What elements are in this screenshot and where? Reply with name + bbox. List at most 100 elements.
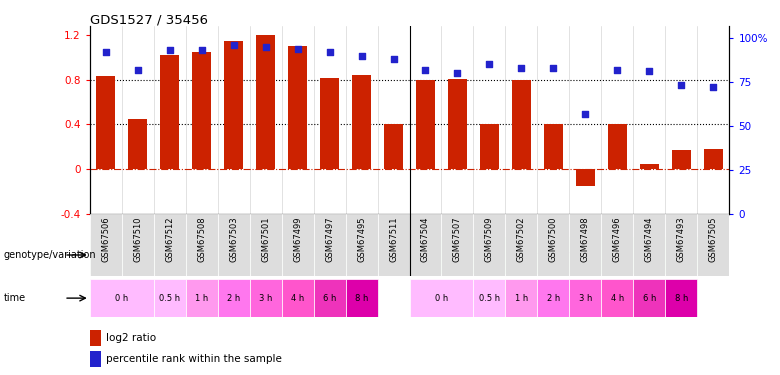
- Bar: [352, 75, 371, 169]
- Point: [164, 47, 176, 53]
- Bar: [90, 214, 122, 276]
- Point: [451, 70, 463, 76]
- Bar: [576, 169, 595, 186]
- Bar: [218, 279, 250, 317]
- Bar: [90, 351, 101, 367]
- Bar: [704, 149, 723, 169]
- Bar: [288, 46, 307, 169]
- Point: [259, 44, 272, 50]
- Bar: [608, 124, 627, 169]
- Text: HSF1 mutant: HSF1 mutant: [533, 250, 606, 260]
- Text: 0.5 h: 0.5 h: [159, 294, 180, 303]
- Bar: [665, 214, 697, 276]
- Text: 1 h: 1 h: [195, 294, 208, 303]
- Text: 3 h: 3 h: [259, 294, 272, 303]
- Point: [195, 47, 207, 53]
- Bar: [378, 214, 410, 276]
- Bar: [314, 214, 346, 276]
- Text: 4 h: 4 h: [611, 294, 624, 303]
- Point: [580, 111, 592, 117]
- Bar: [346, 279, 378, 317]
- Bar: [441, 214, 473, 276]
- Text: GSM67507: GSM67507: [453, 217, 462, 262]
- Point: [292, 46, 304, 52]
- Point: [675, 82, 688, 88]
- Bar: [410, 214, 441, 276]
- Text: GSM67494: GSM67494: [645, 217, 654, 262]
- Point: [131, 67, 144, 73]
- Text: 8 h: 8 h: [355, 294, 368, 303]
- Bar: [505, 214, 537, 276]
- Bar: [672, 150, 691, 169]
- Bar: [473, 279, 505, 317]
- Bar: [410, 236, 729, 274]
- Bar: [346, 214, 378, 276]
- Bar: [224, 41, 243, 169]
- Bar: [186, 279, 218, 317]
- Bar: [416, 80, 435, 169]
- Bar: [282, 279, 314, 317]
- Bar: [192, 52, 211, 169]
- Text: GSM67493: GSM67493: [677, 217, 686, 262]
- Text: 6 h: 6 h: [323, 294, 336, 303]
- Text: 0 h: 0 h: [435, 294, 448, 303]
- Text: genotype/variation: genotype/variation: [4, 250, 97, 260]
- Text: GSM67500: GSM67500: [549, 217, 558, 262]
- Text: GSM67499: GSM67499: [293, 217, 302, 262]
- Text: 8 h: 8 h: [675, 294, 688, 303]
- Point: [612, 67, 624, 73]
- Text: GSM67509: GSM67509: [485, 217, 494, 262]
- Bar: [90, 330, 101, 346]
- Text: GSM67510: GSM67510: [133, 217, 142, 262]
- Bar: [505, 279, 537, 317]
- Text: 3 h: 3 h: [579, 294, 592, 303]
- Bar: [601, 279, 633, 317]
- Bar: [250, 214, 282, 276]
- Text: GSM67498: GSM67498: [581, 217, 590, 262]
- Bar: [90, 236, 410, 274]
- Bar: [640, 164, 659, 169]
- Bar: [320, 78, 339, 169]
- Text: 0 h: 0 h: [115, 294, 128, 303]
- Point: [388, 56, 400, 62]
- Text: GSM67508: GSM67508: [197, 217, 206, 262]
- Bar: [282, 214, 314, 276]
- Bar: [697, 214, 729, 276]
- Bar: [512, 80, 531, 169]
- Bar: [250, 279, 282, 317]
- Bar: [665, 279, 697, 317]
- Point: [644, 68, 656, 74]
- Bar: [314, 279, 346, 317]
- Text: GSM67501: GSM67501: [261, 217, 270, 262]
- Text: GSM67511: GSM67511: [389, 217, 398, 262]
- Bar: [410, 279, 473, 317]
- Text: 0.5 h: 0.5 h: [479, 294, 500, 303]
- Bar: [160, 55, 179, 169]
- Bar: [569, 214, 601, 276]
- Bar: [384, 124, 403, 169]
- Text: GDS1527 / 35456: GDS1527 / 35456: [90, 13, 207, 26]
- Bar: [480, 124, 499, 169]
- Bar: [256, 35, 275, 169]
- Bar: [448, 79, 467, 169]
- Point: [100, 49, 112, 55]
- Bar: [537, 214, 569, 276]
- Point: [356, 53, 368, 58]
- Point: [228, 42, 240, 48]
- Text: GSM67495: GSM67495: [357, 217, 366, 262]
- Bar: [128, 119, 147, 169]
- Point: [548, 65, 560, 71]
- Bar: [601, 214, 633, 276]
- Bar: [537, 279, 569, 317]
- Point: [707, 84, 720, 90]
- Text: 6 h: 6 h: [643, 294, 656, 303]
- Text: GSM67503: GSM67503: [229, 217, 238, 262]
- Text: time: time: [4, 293, 26, 303]
- Bar: [90, 279, 154, 317]
- Text: GSM67505: GSM67505: [709, 217, 718, 262]
- Text: GSM67502: GSM67502: [517, 217, 526, 262]
- Bar: [96, 76, 115, 169]
- Point: [516, 65, 528, 71]
- Text: percentile rank within the sample: percentile rank within the sample: [106, 354, 282, 364]
- Bar: [633, 279, 665, 317]
